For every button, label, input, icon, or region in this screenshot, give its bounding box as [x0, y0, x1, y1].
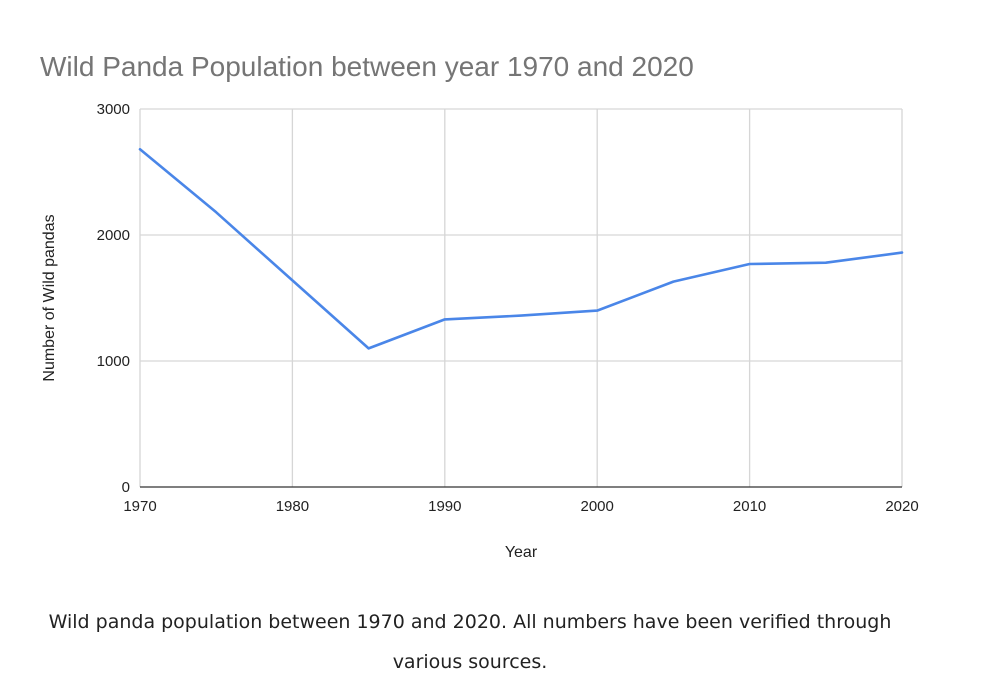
y-tick-label: 3000 [97, 101, 130, 118]
y-tick-label: 1000 [97, 353, 130, 370]
chart-title: Wild Panda Population between year 1970 … [40, 51, 694, 82]
grid [139, 108, 903, 488]
y-axis-label: Number of Wild pandas [41, 214, 58, 381]
tick-labels: 1970 1980 1990 2000 2010 2020 0 1000 2000 3000 [97, 101, 919, 515]
x-tick-label: 2020 [885, 498, 918, 515]
x-tick-label: 1970 [123, 498, 156, 515]
x-tick-label: 2000 [581, 498, 614, 515]
x-tick-label: 1980 [276, 498, 309, 515]
y-tick-label: 2000 [97, 227, 130, 244]
series-line [138, 148, 904, 350]
y-tick-label: 0 [122, 479, 130, 496]
figure-caption: Wild panda population between 1970 and 2… [48, 611, 892, 673]
x-tick-label: 2010 [733, 498, 766, 515]
line-chart: Wild Panda Population between year 1970 … [40, 51, 919, 561]
x-axis-label: Year [505, 544, 538, 561]
series-layer [138, 148, 904, 350]
x-tick-label: 1990 [428, 498, 461, 515]
